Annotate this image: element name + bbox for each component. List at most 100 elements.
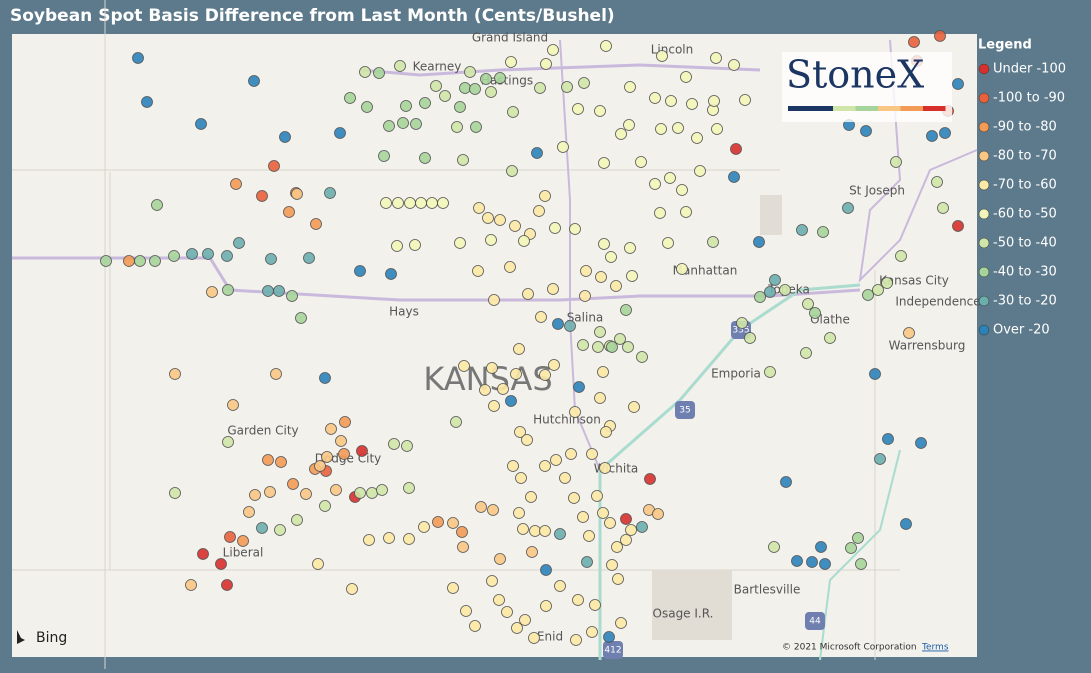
location-dot[interactable]: [505, 395, 517, 407]
location-dot[interactable]: [579, 290, 591, 302]
location-dot[interactable]: [497, 383, 509, 395]
location-dot[interactable]: [262, 454, 274, 466]
location-dot[interactable]: [809, 307, 821, 319]
location-dot[interactable]: [426, 197, 438, 209]
location-dot[interactable]: [517, 523, 529, 535]
location-dot[interactable]: [580, 265, 592, 277]
location-dot[interactable]: [457, 154, 469, 166]
location-dot[interactable]: [488, 294, 500, 306]
location-dot[interactable]: [459, 82, 471, 94]
location-dot[interactable]: [100, 255, 112, 267]
location-dot[interactable]: [494, 72, 506, 84]
location-dot[interactable]: [319, 372, 331, 384]
location-dot[interactable]: [202, 248, 214, 260]
location-dot[interactable]: [728, 171, 740, 183]
location-dot[interactable]: [168, 250, 180, 262]
location-dot[interactable]: [649, 92, 661, 104]
location-dot[interactable]: [391, 240, 403, 252]
location-dot[interactable]: [169, 368, 181, 380]
location-dot[interactable]: [819, 558, 831, 570]
location-dot[interactable]: [401, 440, 413, 452]
location-dot[interactable]: [550, 454, 562, 466]
location-dot[interactable]: [256, 190, 268, 202]
location-dot[interactable]: [248, 75, 260, 87]
location-dot[interactable]: [469, 83, 481, 95]
location-dot[interactable]: [410, 118, 422, 130]
location-dot[interactable]: [539, 460, 551, 472]
location-dot[interactable]: [380, 197, 392, 209]
location-dot[interactable]: [418, 521, 430, 533]
location-dot[interactable]: [507, 460, 519, 472]
location-dot[interactable]: [185, 579, 197, 591]
location-dot[interactable]: [346, 583, 358, 595]
location-dot[interactable]: [510, 368, 522, 380]
location-dot[interactable]: [665, 95, 677, 107]
location-dot[interactable]: [485, 234, 497, 246]
location-dot[interactable]: [672, 122, 684, 134]
location-dot[interactable]: [552, 318, 564, 330]
location-dot[interactable]: [764, 286, 776, 298]
location-dot[interactable]: [815, 541, 827, 553]
location-dot[interactable]: [539, 369, 551, 381]
location-dot[interactable]: [419, 97, 431, 109]
location-dot[interactable]: [606, 559, 618, 571]
location-dot[interactable]: [612, 573, 624, 585]
location-dot[interactable]: [486, 362, 498, 374]
location-dot[interactable]: [134, 255, 146, 267]
location-dot[interactable]: [569, 223, 581, 235]
location-dot[interactable]: [470, 121, 482, 133]
location-dot[interactable]: [586, 448, 598, 460]
location-dot[interactable]: [603, 631, 615, 643]
location-dot[interactable]: [598, 238, 610, 250]
location-dot[interactable]: [473, 202, 485, 214]
location-dot[interactable]: [564, 320, 576, 332]
location-dot[interactable]: [583, 530, 595, 542]
location-dot[interactable]: [937, 202, 949, 214]
location-dot[interactable]: [186, 248, 198, 260]
location-dot[interactable]: [572, 594, 584, 606]
location-dot[interactable]: [265, 253, 277, 265]
location-dot[interactable]: [900, 518, 912, 530]
location-dot[interactable]: [505, 56, 517, 68]
location-dot[interactable]: [243, 506, 255, 518]
location-dot[interactable]: [604, 517, 616, 529]
location-dot[interactable]: [691, 132, 703, 144]
location-dot[interactable]: [359, 66, 371, 78]
location-dot[interactable]: [547, 283, 559, 295]
location-dot[interactable]: [268, 160, 280, 172]
location-dot[interactable]: [237, 535, 249, 547]
location-dot[interactable]: [598, 157, 610, 169]
location-dot[interactable]: [295, 312, 307, 324]
location-dot[interactable]: [620, 534, 632, 546]
location-dot[interactable]: [324, 187, 336, 199]
location-dot[interactable]: [310, 218, 322, 230]
location-dot[interactable]: [475, 501, 487, 513]
location-dot[interactable]: [860, 125, 872, 137]
location-dot[interactable]: [454, 237, 466, 249]
location-dot[interactable]: [366, 487, 378, 499]
location-dot[interactable]: [676, 184, 688, 196]
location-dot[interactable]: [283, 206, 295, 218]
location-dot[interactable]: [363, 534, 375, 546]
location-dot[interactable]: [511, 622, 523, 634]
location-dot[interactable]: [626, 270, 638, 282]
location-dot[interactable]: [314, 460, 326, 472]
location-dot[interactable]: [279, 131, 291, 143]
location-dot[interactable]: [806, 556, 818, 568]
location-dot[interactable]: [437, 197, 449, 209]
location-dot[interactable]: [451, 121, 463, 133]
location-dot[interactable]: [230, 178, 242, 190]
location-dot[interactable]: [430, 80, 442, 92]
location-dot[interactable]: [486, 575, 498, 587]
location-dot[interactable]: [624, 81, 636, 93]
location-dot[interactable]: [594, 326, 606, 338]
location-dot[interactable]: [378, 150, 390, 162]
location-dot[interactable]: [169, 487, 181, 499]
location-dot[interactable]: [460, 605, 472, 617]
location-dot[interactable]: [521, 434, 533, 446]
location-dot[interactable]: [654, 207, 666, 219]
location-dot[interactable]: [547, 44, 559, 56]
location-dot[interactable]: [458, 360, 470, 372]
location-dot[interactable]: [624, 242, 636, 254]
location-dot[interactable]: [540, 58, 552, 70]
